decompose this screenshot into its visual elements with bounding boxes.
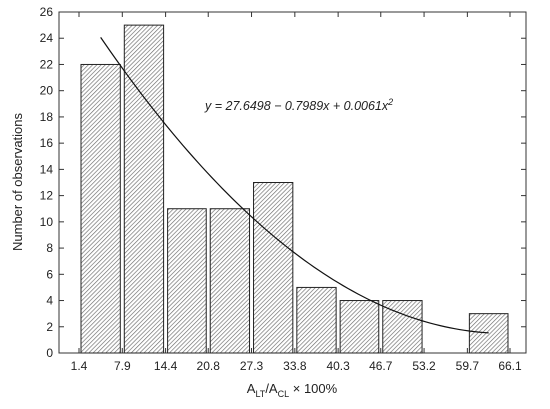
x-tick-label: 33.8: [283, 359, 307, 373]
bar-5: [296, 286, 337, 354]
x-tick-label: 7.9: [114, 359, 131, 373]
x-tick-label: 66.1: [498, 359, 522, 373]
y-axis-label: Number of observations: [10, 112, 25, 251]
y-tick-label: 20: [40, 84, 54, 98]
bar-2: [167, 208, 207, 354]
y-tick-label: 4: [46, 294, 53, 308]
y-tick-label: 8: [46, 241, 53, 255]
bar-3: [209, 208, 251, 354]
bar-9: [468, 313, 509, 354]
x-tick-label: 59.7: [456, 359, 480, 373]
y-tick-label: 16: [40, 136, 54, 150]
y-tick-label: 10: [40, 215, 54, 229]
x-tick-label: 20.8: [197, 359, 221, 373]
y-tick-label: 22: [40, 57, 54, 71]
x-tick-label: 27.3: [240, 359, 264, 373]
bars-group: [80, 24, 509, 354]
bar-1: [123, 24, 165, 354]
y-tick-label: 2: [46, 320, 53, 334]
y-tick-label: 6: [46, 267, 53, 281]
x-tick-label: 14.4: [154, 359, 178, 373]
x-tick-label: 53.2: [412, 359, 436, 373]
y-tick-label: 26: [40, 5, 54, 19]
x-tick-label: 46.7: [369, 359, 393, 373]
fit-curve: [100, 37, 489, 334]
y-tick-label: 14: [40, 162, 54, 176]
bar-7: [382, 300, 423, 354]
y-tick-label: 0: [46, 346, 53, 360]
bar-4: [253, 182, 294, 354]
x-tick-label: 40.3: [326, 359, 350, 373]
x-tick-label: 1.4: [71, 359, 88, 373]
bar-6: [339, 300, 380, 354]
y-tick-label: 18: [40, 110, 54, 124]
y-tick-label: 12: [40, 189, 54, 203]
bar-0: [80, 63, 121, 354]
x-axis-ticks: 1.4 7.9 14.4 20.8 27.3 33.8 40.3 46.7 53.2 59.7 66…: [71, 12, 522, 373]
x-axis-label: ALT/ACL × 100%: [247, 381, 338, 399]
fit-equation-exponent: 2: [387, 97, 393, 107]
y-tick-label: 24: [40, 31, 54, 45]
fit-equation: y = 27.6498 − 0.7989x + 0.0061x2: [204, 97, 393, 113]
